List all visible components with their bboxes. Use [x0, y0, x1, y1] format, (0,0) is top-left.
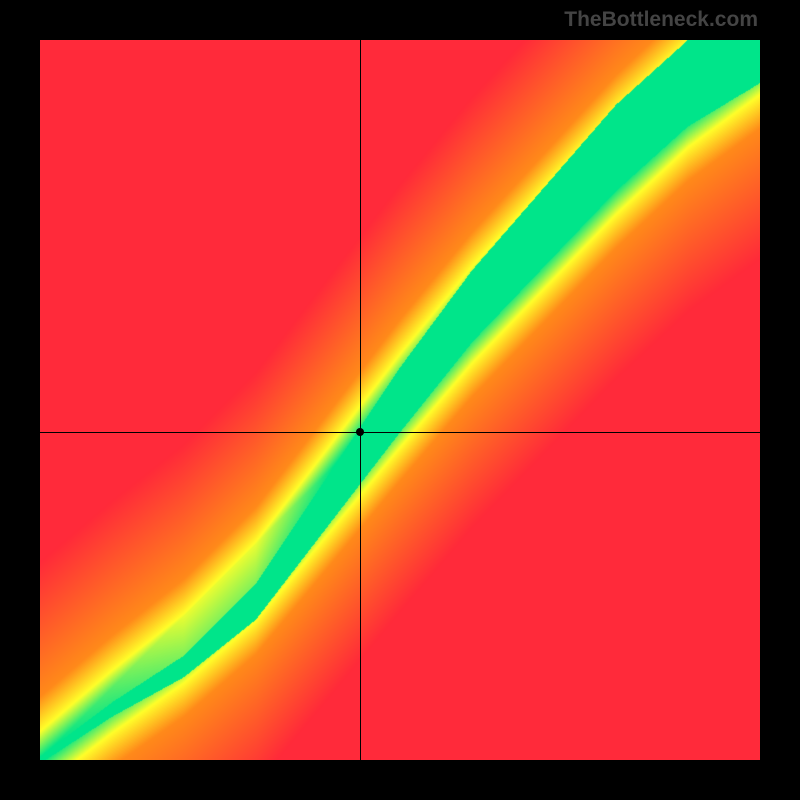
- marker-dot: [356, 428, 364, 436]
- heatmap-canvas: [40, 40, 760, 760]
- chart-container: TheBottleneck.com: [0, 0, 800, 800]
- watermark-text: TheBottleneck.com: [564, 8, 758, 32]
- plot-area: [40, 40, 760, 760]
- crosshair-vertical: [360, 40, 361, 760]
- crosshair-horizontal: [40, 432, 760, 433]
